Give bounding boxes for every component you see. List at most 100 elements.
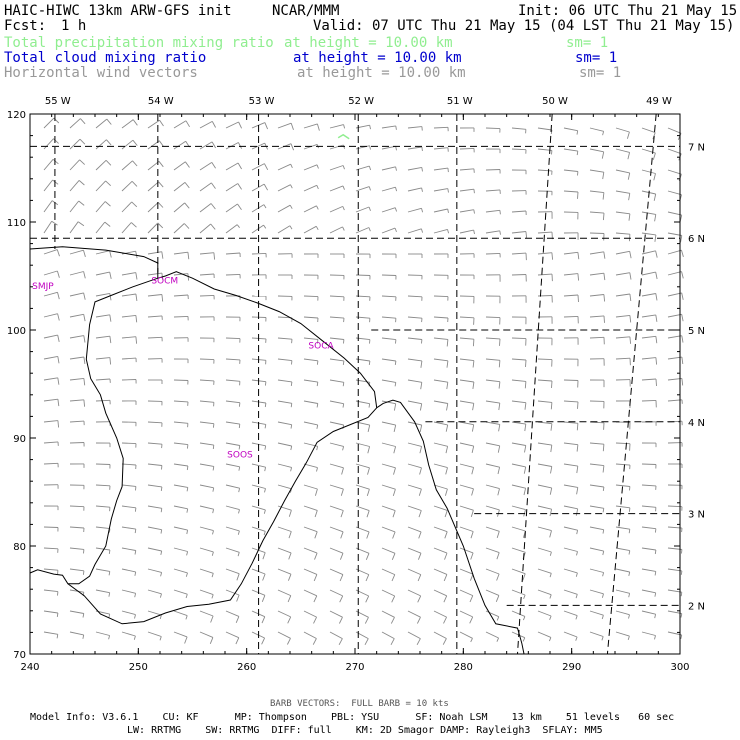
wind-barb-flag [419, 446, 423, 454]
wind-barb [641, 526, 656, 530]
wind-barb [43, 441, 59, 444]
wind-barb-flag [186, 444, 189, 449]
wind-barb-flag [342, 382, 345, 387]
wind-barb-flag [496, 552, 500, 560]
wind-barb [43, 589, 58, 593]
wind-barb-flag [628, 529, 631, 534]
wind-barb [147, 336, 163, 339]
wind-barb [615, 357, 631, 360]
wind-barb-flag [79, 138, 86, 145]
wind-barb [563, 568, 578, 574]
wind-barb [121, 314, 136, 318]
wind-barb-flag [497, 488, 500, 496]
wind-barb [355, 484, 370, 490]
wind-barb [147, 589, 162, 595]
wind-barb [511, 210, 527, 213]
wind-barb [485, 610, 499, 618]
wind-barb-flag [236, 573, 240, 581]
wind-barb-flag [82, 634, 85, 639]
precip-mark [337, 133, 350, 140]
wind-barb [329, 337, 344, 340]
wind-barb [225, 142, 239, 150]
wind-barb-flag [473, 189, 475, 194]
wind-barb [459, 463, 474, 468]
wind-barb-flag [316, 424, 319, 429]
wind-barb [43, 398, 58, 402]
wind-barb [615, 272, 630, 276]
wind-barb [381, 295, 397, 298]
wind-barb-flag [627, 172, 631, 180]
wind-barb [225, 505, 240, 511]
wind-barb [225, 547, 240, 553]
wind-barb-flag [496, 616, 500, 621]
wind-barb [433, 188, 448, 192]
wind-barb [277, 610, 291, 618]
wind-barb [433, 379, 448, 383]
wind-barb-flag [524, 424, 527, 432]
wind-barb [407, 228, 422, 234]
wind-barb [459, 547, 474, 554]
wind-barb [589, 336, 605, 339]
wind-barb [381, 379, 396, 383]
wind-barb [95, 631, 110, 636]
wind-barb [485, 568, 500, 575]
wind-barb-flag [316, 446, 319, 451]
wind-barb-flag [523, 466, 527, 474]
wind-barb-flag [626, 131, 630, 139]
wind-barb [615, 526, 630, 530]
wind-barb [381, 463, 396, 469]
wind-barb-flag [577, 294, 579, 303]
wind-barb-flag [289, 225, 293, 230]
wind-barb [303, 225, 317, 234]
wind-barb [459, 209, 474, 213]
wind-barb [433, 589, 447, 597]
wind-barb [303, 463, 318, 469]
wind-barb [615, 463, 631, 466]
wind-barb [303, 505, 318, 511]
wind-barb [485, 337, 501, 340]
wind-barb [251, 463, 266, 468]
wind-barb-flag [213, 252, 216, 260]
wind-barb [433, 208, 448, 213]
wind-barb [303, 184, 317, 192]
field-cloud-sm: sm= 1 [575, 50, 618, 66]
wind-barb [641, 631, 656, 636]
wind-barb [615, 250, 630, 255]
wind-barb-flag [134, 507, 137, 512]
wind-barb [329, 610, 343, 618]
wind-barb-flag [340, 488, 344, 496]
wind-barb [173, 610, 188, 617]
wind-barb-flag [602, 465, 605, 473]
wind-barb-flag [264, 488, 266, 493]
wind-barb-flag [83, 399, 86, 407]
wind-barb [589, 610, 604, 616]
plot-frame [29, 113, 681, 655]
wind-barb-flag [629, 293, 632, 302]
wind-barb [589, 211, 605, 214]
wind-barb-flag [628, 571, 631, 577]
wind-barb-flag [316, 205, 319, 210]
wind-barb [589, 484, 604, 488]
wind-barb [277, 526, 292, 532]
wind-barb [589, 442, 604, 445]
wind-barb [563, 169, 578, 172]
wind-barb [277, 547, 292, 554]
wind-barb [407, 589, 421, 597]
wind-barb-flag [655, 357, 658, 365]
wind-barb [225, 463, 240, 468]
wind-barb-flag [575, 572, 578, 577]
wind-barb-flag [56, 612, 59, 617]
wind-barb [355, 227, 370, 234]
wind-barb-flag [447, 208, 449, 213]
wind-barb [459, 505, 474, 511]
wind-barb-flag [392, 510, 396, 518]
wind-barb [563, 294, 579, 297]
wind-barb [95, 463, 111, 465]
wind-barb [329, 295, 345, 298]
wind-barb [407, 358, 422, 362]
wind-barb-flag [57, 335, 60, 342]
wind-barb [537, 358, 553, 361]
wind-barb [173, 315, 189, 318]
wind-barb-flag [576, 423, 579, 431]
wind-barb-flag [133, 635, 136, 640]
